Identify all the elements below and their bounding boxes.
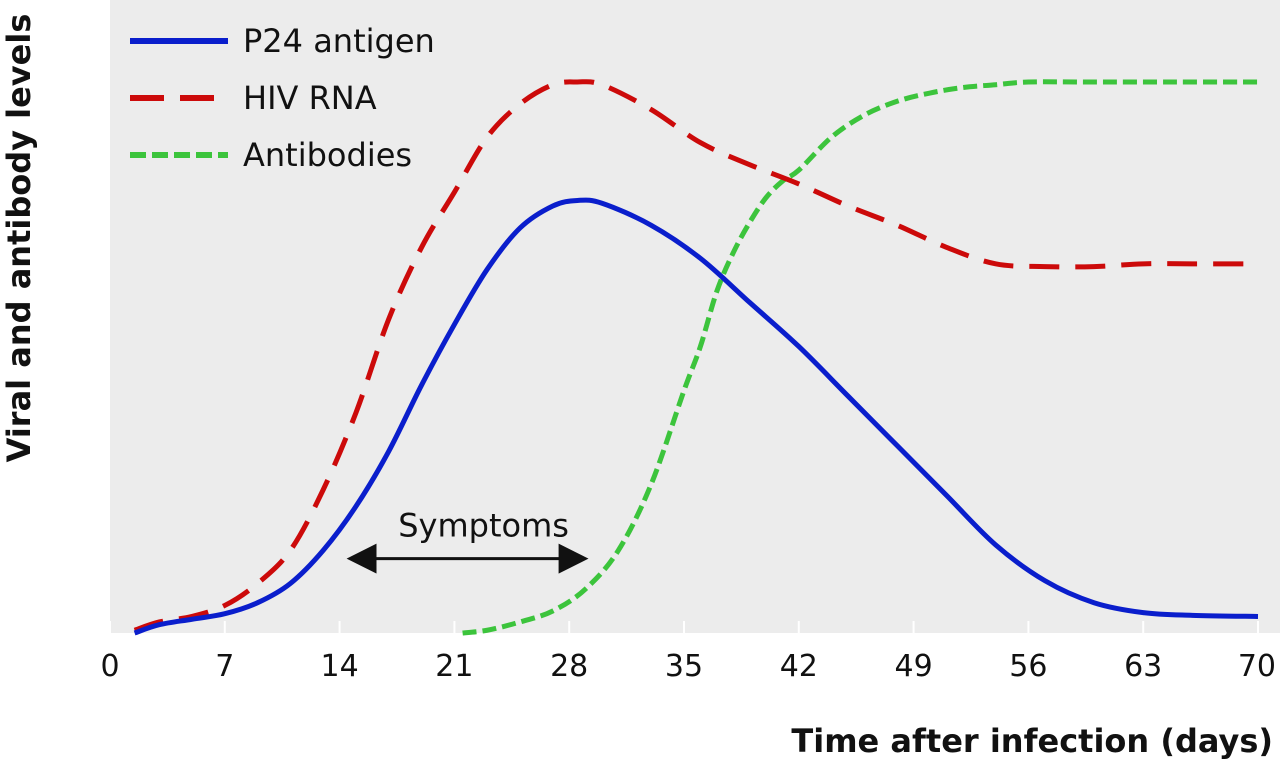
x-tick-label-35: 35 [665,649,703,684]
y-axis-title: Viral and antibody levels [0,14,38,463]
x-axis-title: Time after infection (days) [791,722,1273,760]
x-tick-label-21: 21 [435,649,473,684]
x-tick-label-70: 70 [1238,649,1276,684]
annotation-layer: Symptoms [346,507,589,574]
series-layer [133,79,1259,636]
legend-label-hiv-rna: HIV RNA [243,79,377,117]
series-line-antibodies [462,79,1258,636]
x-tick-marks [109,621,1259,633]
x-tick-label-14: 14 [321,649,359,684]
x-tick-labels: 0 7 14 21 28 35 42 49 56 63 70 [100,649,1276,684]
x-tick-label-42: 42 [780,649,818,684]
x-tick-label-63: 63 [1124,649,1162,684]
x-tick-label-0: 0 [100,649,119,684]
x-tick-label-7: 7 [215,649,234,684]
annotation-label-symptoms: Symptoms [398,507,569,545]
series-line-hiv-rna [133,79,1258,633]
x-tick-label-49: 49 [895,649,933,684]
legend-label-antibodies: Antibodies [243,136,412,174]
x-tick-label-28: 28 [550,649,588,684]
series-line-p24-antigen [133,197,1259,636]
legend: P24 antigen HIV RNA Antibodies [130,22,435,174]
x-tick-label-56: 56 [1009,649,1047,684]
legend-label-p24-antigen: P24 antigen [243,22,435,60]
